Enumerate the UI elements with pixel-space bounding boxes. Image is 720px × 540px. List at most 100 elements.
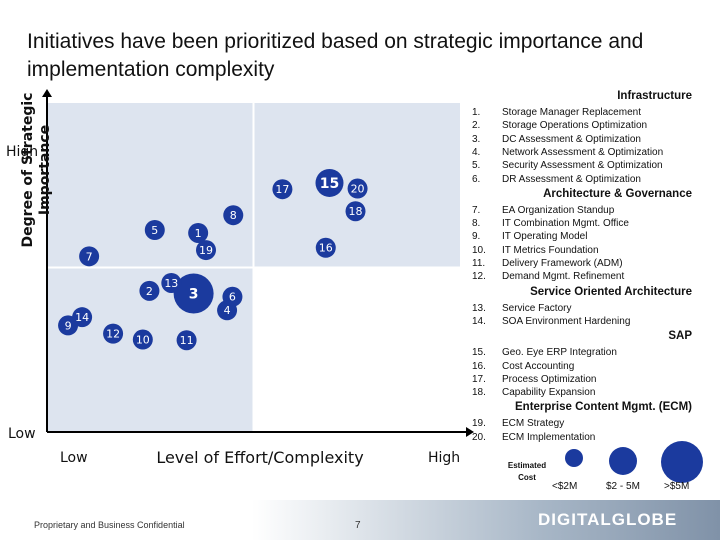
bubble-label-18: 18: [349, 205, 363, 218]
legend-item-number: 11.: [472, 258, 486, 269]
legend-category: SAP: [668, 330, 692, 343]
legend-item-number: 7.: [472, 204, 481, 216]
cost-bubble-medium: [609, 447, 637, 475]
bubble-3: [173, 273, 214, 314]
bubble-label-8: 8: [230, 209, 237, 222]
page-number: 7: [355, 520, 361, 531]
bubble-6: [222, 286, 243, 307]
legend-item-text: Service Factory: [502, 302, 572, 314]
legend-item: 19. ECM Strategy: [472, 417, 564, 430]
legend-item-text: ECM Implementation: [502, 431, 596, 443]
legend-item-text: IT Metrics Foundation: [502, 244, 599, 256]
footer-band: [0, 500, 720, 540]
bubble-label-17: 17: [275, 183, 289, 196]
legend-item-text: ECM Strategy: [502, 418, 565, 430]
quadrants: [47, 103, 460, 432]
cost-legend-small: <$2M: [552, 481, 578, 492]
bubble-label-4: 4: [224, 304, 231, 317]
cost-bubble-large: [661, 441, 703, 483]
legend-item-number: 4.: [472, 146, 481, 158]
legend-item-number: 20.: [472, 431, 486, 443]
legend-item-number: 1.: [472, 107, 481, 118]
bubble-label-5: 5: [151, 224, 158, 237]
legend-item: 20. ECM Implementation: [472, 431, 595, 444]
quadrant-bottom-right: [253, 267, 460, 432]
bubble-label-3: 3: [189, 287, 199, 303]
legend-item-text: IT Combination Mgmt. Office: [502, 218, 629, 230]
legend-item: 7. EA Organization Standup: [472, 204, 614, 217]
legend-item-number: 16.: [472, 360, 486, 372]
bubble-label-11: 11: [180, 334, 194, 347]
bubble-12: [103, 323, 124, 344]
bubble-10: [132, 329, 153, 350]
bubble-20: [347, 178, 368, 199]
legend-item: 4. Network Assessment & Optimization: [472, 146, 663, 159]
legend-item-text: SOA Environment Hardening: [502, 315, 631, 327]
bubble-label-10: 10: [136, 334, 150, 347]
legend-item-text: Security Assessment & Optimization: [502, 160, 663, 172]
legend-category: Infrastructure: [617, 90, 692, 102]
legend-item-text: Network Assessment & Optimization: [502, 146, 664, 158]
bubble-label-14: 14: [75, 311, 89, 324]
legend-item-text: DR Assessment & Optimization: [502, 173, 641, 185]
x-axis-label: Level of Effort/Complexity: [156, 448, 364, 467]
legend-item-text: DC Assessment & Optimization: [502, 133, 641, 145]
bubble-label-19: 19: [199, 244, 213, 257]
cost-legend-medium: $2 - 5M: [606, 481, 640, 492]
cost-bubble-small: [565, 449, 583, 467]
legend-item-text: Delivery Framework (ADM): [502, 258, 623, 269]
bubble-1: [188, 222, 209, 243]
page-title: Initiatives have been prioritized based …: [27, 30, 644, 81]
bubble-17: [272, 179, 293, 200]
legend-item-text: Process Optimization: [502, 373, 597, 385]
legend-item-number: 5.: [472, 160, 481, 172]
bubble-16: [315, 237, 336, 258]
legend-item-number: 14.: [472, 315, 486, 327]
bubble-label-20: 20: [351, 183, 365, 196]
legend-item-number: 13.: [472, 302, 486, 314]
cost-legend-large: >$5M: [664, 481, 690, 492]
bubble-13: [161, 272, 182, 293]
legend-bubbles: [565, 441, 703, 483]
legend-item: 10. IT Metrics Foundation: [472, 244, 599, 257]
legend-item-text: Capability Expansion: [502, 387, 596, 399]
bubble-label-1: 1: [195, 227, 202, 240]
legend-category: Enterprise Content Mgmt. (ECM): [515, 401, 692, 414]
legend-item: 13. Service Factory: [472, 302, 571, 315]
legend-item: 3. DC Assessment & Optimization: [472, 133, 641, 146]
legend-item: 17. Process Optimization: [472, 373, 596, 386]
bubble-19: [196, 240, 217, 261]
bubble-label-2: 2: [146, 285, 153, 298]
bubble-7: [79, 246, 100, 267]
bubble-15: [315, 168, 344, 197]
bubble-8: [223, 205, 244, 226]
legend-item: 5. Security Assessment & Optimization: [472, 159, 663, 172]
legend-item: 15. Geo. Eye ERP Integration: [472, 346, 617, 359]
y-tick-high: High: [6, 144, 39, 160]
legend-category: Architecture & Governance: [543, 187, 692, 200]
legend-item-number: 17.: [472, 373, 486, 385]
legend-item: 6. DR Assessment & Optimization: [472, 173, 641, 186]
company-logo: DIGITALGLOBE: [538, 510, 678, 529]
legend-item: 18. Capability Expansion: [472, 386, 595, 399]
legend-item-number: 15.: [472, 347, 486, 359]
y-tick-low: Low: [8, 426, 36, 442]
cost-legend-title: Estimated Cost: [507, 461, 547, 482]
legend-item: 12. Demand Mgmt. Refinement: [472, 270, 624, 283]
bubble-label-16: 16: [319, 242, 333, 255]
legend-item-number: 10.: [472, 244, 486, 256]
bubble-2: [139, 280, 160, 301]
legend-item-text: IT Operating Model: [502, 231, 588, 243]
x-tick-low: Low: [60, 450, 88, 466]
y-axis-arrow: [42, 89, 52, 97]
bubble-label-6: 6: [229, 291, 236, 304]
legend-item-text: Demand Mgmt. Refinement: [502, 271, 625, 283]
confidential-footer: Proprietary and Business Confidential: [34, 520, 185, 530]
x-tick-high: High: [428, 450, 461, 466]
legend-item: 16. Cost Accounting: [472, 360, 574, 373]
legend-item: 11. Delivery Framework (ADM): [472, 257, 623, 270]
legend-item-number: 3.: [472, 133, 481, 145]
legend-category: Service Oriented Architecture: [530, 285, 692, 298]
